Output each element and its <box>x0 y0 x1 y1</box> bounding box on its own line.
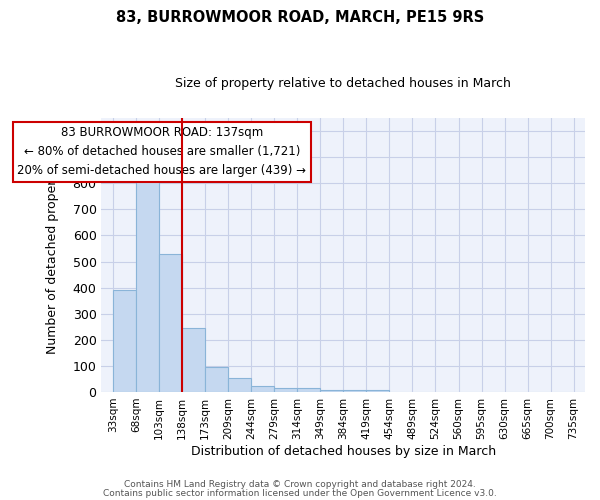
Text: 83, BURROWMOOR ROAD, MARCH, PE15 9RS: 83, BURROWMOOR ROAD, MARCH, PE15 9RS <box>116 10 484 25</box>
Bar <box>113 290 136 392</box>
Bar <box>274 388 297 392</box>
Bar <box>343 390 366 392</box>
Bar <box>320 390 343 392</box>
Title: Size of property relative to detached houses in March: Size of property relative to detached ho… <box>175 78 511 90</box>
Bar <box>182 328 205 392</box>
Bar <box>297 388 320 392</box>
X-axis label: Distribution of detached houses by size in March: Distribution of detached houses by size … <box>191 444 496 458</box>
Text: Contains public sector information licensed under the Open Government Licence v3: Contains public sector information licen… <box>103 488 497 498</box>
Y-axis label: Number of detached properties: Number of detached properties <box>46 156 59 354</box>
Bar <box>229 378 251 392</box>
Bar <box>159 254 182 392</box>
Bar <box>251 386 274 392</box>
Bar <box>205 367 229 392</box>
Text: Contains HM Land Registry data © Crown copyright and database right 2024.: Contains HM Land Registry data © Crown c… <box>124 480 476 489</box>
Text: 83 BURROWMOOR ROAD: 137sqm
← 80% of detached houses are smaller (1,721)
20% of s: 83 BURROWMOOR ROAD: 137sqm ← 80% of deta… <box>17 126 307 178</box>
Bar <box>136 176 159 392</box>
Bar <box>366 390 389 392</box>
